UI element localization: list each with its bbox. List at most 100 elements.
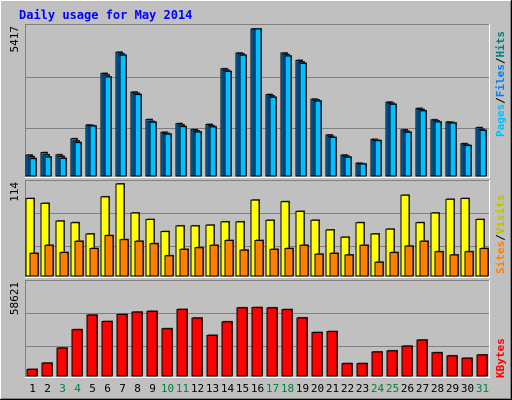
sites-bar-9 <box>149 243 159 277</box>
x-tick-label-13: 13 <box>206 382 219 395</box>
pages-bar-8 <box>134 94 142 177</box>
x-tick-label-12: 12 <box>191 382 204 395</box>
kbytes-bar-17 <box>266 307 278 377</box>
pages-bar-4 <box>74 142 82 177</box>
kbytes-bar-27 <box>416 339 428 377</box>
sites-bar-24 <box>374 261 384 277</box>
kbytes-bar-29 <box>446 355 458 377</box>
x-tick-label-1: 1 <box>29 382 36 395</box>
pages-bar-12 <box>194 131 202 177</box>
sites-bar-2 <box>44 244 54 277</box>
legend-hits-files-pages-sep-1: / <box>494 97 507 104</box>
pages-bar-2 <box>44 156 52 177</box>
pages-bar-28 <box>434 121 442 177</box>
pages-bar-25 <box>389 103 397 177</box>
x-tick-label-19: 19 <box>296 382 309 395</box>
x-tick-label-10: 10 <box>161 382 174 395</box>
chart-labels: 541711458621Pages/Files/HitsSites/Visits… <box>8 26 507 395</box>
kbytes-bar-5 <box>86 314 98 377</box>
kbytes-bar-28 <box>431 352 443 377</box>
x-tick-label-15: 15 <box>236 382 249 395</box>
sites-bar-6 <box>104 235 114 277</box>
legend-hits-files-pages-files: Files <box>494 64 507 97</box>
x-tick-label-22: 22 <box>341 382 354 395</box>
kbytes-bar-9 <box>146 310 158 377</box>
pages-bar-22 <box>344 156 352 177</box>
pages-bar-30 <box>464 145 472 177</box>
pages-bar-29 <box>449 122 457 177</box>
kbytes-bar-26 <box>401 345 413 377</box>
pages-bar-9 <box>149 121 157 177</box>
kbytes-bar-11 <box>176 308 188 377</box>
kbytes-bar-15 <box>236 307 248 377</box>
x-tick-label-8: 8 <box>134 382 141 395</box>
sites-bar-18 <box>284 248 294 277</box>
legend-visits-sites-sep-1: / <box>494 234 507 241</box>
kbytes-bar-12 <box>191 317 203 377</box>
sites-bar-29 <box>449 254 459 277</box>
sites-bar-8 <box>134 240 144 277</box>
kbytes-bar-8 <box>131 311 143 377</box>
legend-visits-sites-visits: Visits <box>494 195 507 235</box>
kbytes-bar-14 <box>221 321 233 377</box>
kbytes-bar-2 <box>41 362 53 377</box>
x-tick-label-26: 26 <box>401 382 414 395</box>
legend-hits-files-pages-sep-2: / <box>494 57 507 64</box>
y-max-label-kbytes: 58621 <box>8 282 21 315</box>
sites-bar-14 <box>224 239 234 277</box>
sites-bar-28 <box>434 251 444 277</box>
kbytes-bar-16 <box>251 307 263 377</box>
x-tick-label-30: 30 <box>461 382 474 395</box>
x-tick-label-6: 6 <box>104 382 111 395</box>
kbytes-bar-4 <box>71 329 83 377</box>
pages-bar-21 <box>329 136 337 177</box>
sites-bar-23 <box>359 244 369 277</box>
pages-bar-1 <box>29 158 37 177</box>
kbytes-bar-25 <box>386 350 398 377</box>
x-tick-label-20: 20 <box>311 382 324 395</box>
sites-bar-16 <box>254 239 264 277</box>
x-tick-label-25: 25 <box>386 382 399 395</box>
sites-bar-1 <box>29 252 39 277</box>
x-tick-label-16: 16 <box>251 382 264 395</box>
x-tick-label-5: 5 <box>89 382 96 395</box>
sites-bar-12 <box>194 247 204 277</box>
x-tick-label-31: 31 <box>476 382 489 395</box>
x-tick-label-18: 18 <box>281 382 294 395</box>
kbytes-bar-7 <box>116 313 128 377</box>
kbytes-bar-31 <box>476 354 488 377</box>
chart-marks <box>25 28 489 377</box>
sites-bar-22 <box>344 254 354 277</box>
legend-kbytes: KBytes <box>494 338 507 378</box>
pages-bar-5 <box>89 125 97 177</box>
x-tick-label-29: 29 <box>446 382 459 395</box>
x-tick-label-3: 3 <box>59 382 66 395</box>
x-tick-label-2: 2 <box>44 382 51 395</box>
sites-bar-31 <box>479 248 489 277</box>
pages-bar-7 <box>119 54 127 177</box>
sites-bar-27 <box>419 240 429 277</box>
sites-bar-15 <box>239 249 249 277</box>
legend-hits-files-pages-pages: Pages <box>494 104 507 137</box>
pages-bar-31 <box>479 129 487 177</box>
x-tick-label-27: 27 <box>416 382 429 395</box>
pages-bar-18 <box>284 55 292 177</box>
sites-bar-3 <box>59 252 69 277</box>
pages-bar-14 <box>224 71 232 177</box>
legend-hits-files-pages-hits: Hits <box>494 31 507 58</box>
pages-bar-16 <box>254 28 262 177</box>
pages-bar-24 <box>374 140 382 177</box>
sites-bar-25 <box>389 252 399 277</box>
y-max-label-visits-sites: 114 <box>8 182 21 202</box>
kbytes-bar-6 <box>101 321 113 377</box>
pages-bar-27 <box>419 110 427 177</box>
kbytes-bar-22 <box>341 363 353 377</box>
sites-bar-20 <box>314 253 324 277</box>
legend-visits-sites: Sites/Visits <box>494 195 507 275</box>
pages-bar-20 <box>314 100 322 177</box>
sites-bar-11 <box>179 248 189 277</box>
sites-bar-19 <box>299 244 309 277</box>
legend-hits-files-pages: Pages/Files/Hits <box>494 31 507 137</box>
sites-bar-5 <box>89 248 99 277</box>
